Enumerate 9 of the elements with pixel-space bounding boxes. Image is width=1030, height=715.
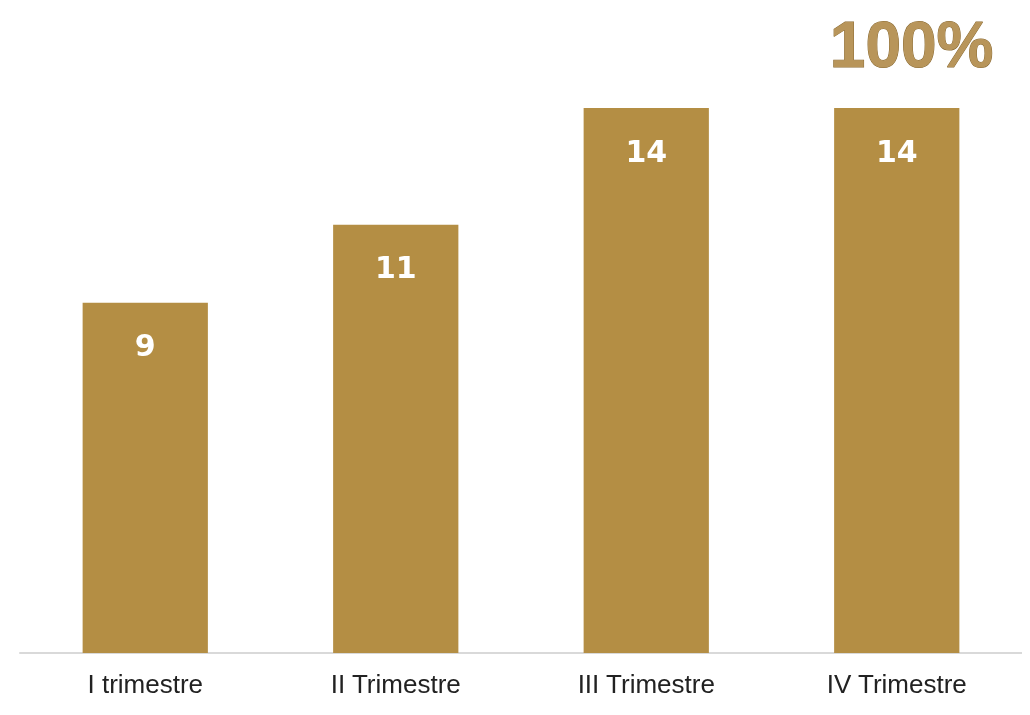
data-label: 14 <box>625 133 668 169</box>
data-label: 11 <box>374 250 417 286</box>
x-tick-label: IV Trimestre <box>826 669 967 699</box>
x-tick-label: III Trimestre <box>577 669 715 699</box>
data-label: 14 <box>875 133 918 169</box>
data-label: 9 <box>134 328 156 364</box>
x-tick-label: I trimestre <box>87 669 204 699</box>
x-tick-label: II Trimestre <box>330 669 461 699</box>
text: 100% <box>829 8 994 81</box>
